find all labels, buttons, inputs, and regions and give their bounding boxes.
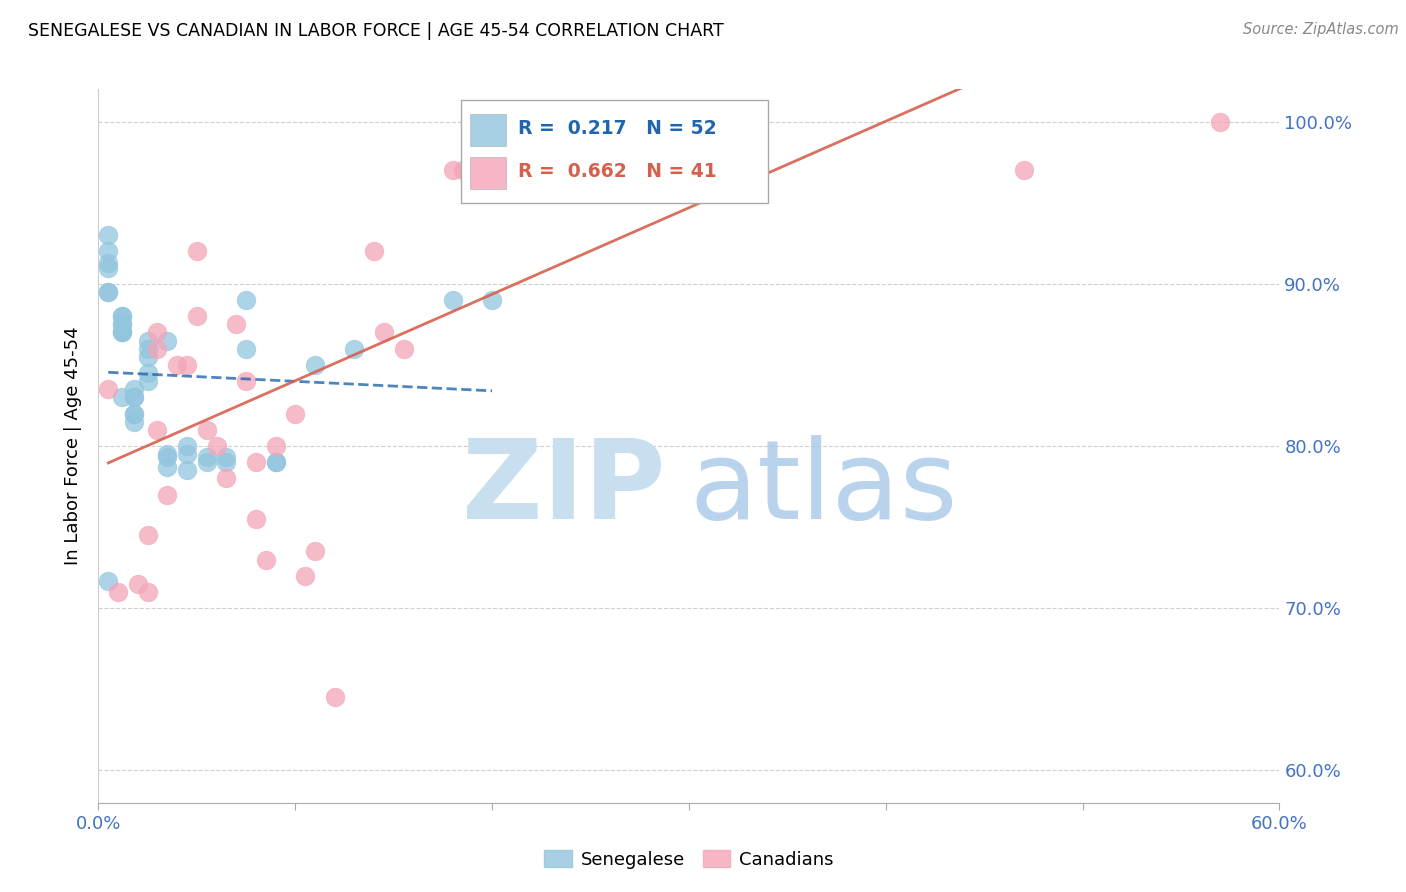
Point: [136, 528, 159, 542]
Point: [471, 163, 494, 178]
Point: [235, 293, 257, 307]
Point: [111, 326, 134, 340]
Point: [122, 407, 145, 421]
Point: [284, 407, 307, 421]
Point: [215, 471, 238, 485]
Text: R =  0.217   N = 52: R = 0.217 N = 52: [517, 119, 716, 138]
Point: [122, 407, 145, 421]
Point: [111, 390, 134, 404]
Point: [97, 244, 120, 259]
Legend: Senegalese, Canadians: Senegalese, Canadians: [537, 843, 841, 876]
Point: [122, 390, 145, 404]
Point: [264, 455, 287, 469]
Point: [471, 163, 494, 178]
Point: [97, 260, 120, 275]
Point: [166, 358, 188, 372]
Point: [294, 568, 316, 582]
Point: [451, 163, 474, 178]
Point: [136, 342, 159, 356]
Point: [225, 318, 247, 332]
FancyBboxPatch shape: [461, 100, 768, 203]
Point: [111, 326, 134, 340]
Point: [176, 358, 198, 372]
Point: [461, 163, 484, 178]
Point: [122, 382, 145, 396]
Point: [245, 455, 267, 469]
Point: [471, 163, 494, 178]
Point: [146, 423, 169, 437]
Point: [122, 390, 145, 404]
Point: [122, 415, 145, 429]
Point: [176, 447, 198, 461]
Point: [235, 342, 257, 356]
Point: [264, 439, 287, 453]
Point: [254, 552, 277, 566]
Point: [176, 439, 198, 453]
Point: [264, 455, 287, 469]
Point: [304, 358, 326, 372]
Y-axis label: In Labor Force | Age 45-54: In Labor Force | Age 45-54: [65, 326, 83, 566]
Point: [373, 326, 395, 340]
Text: R =  0.662   N = 41: R = 0.662 N = 41: [517, 161, 716, 181]
FancyBboxPatch shape: [471, 157, 506, 189]
Point: [97, 256, 120, 270]
Point: [156, 450, 179, 465]
Point: [176, 463, 198, 477]
Point: [245, 512, 267, 526]
Point: [111, 310, 134, 324]
Point: [136, 374, 159, 388]
Point: [343, 342, 366, 356]
Point: [111, 310, 134, 324]
Point: [146, 342, 169, 356]
Point: [156, 460, 179, 475]
Point: [107, 585, 129, 599]
Point: [461, 163, 484, 178]
Point: [392, 342, 415, 356]
Point: [111, 318, 134, 332]
Text: ZIP: ZIP: [463, 435, 665, 542]
Point: [471, 163, 494, 178]
Point: [97, 285, 120, 299]
Point: [461, 163, 484, 178]
Point: [304, 544, 326, 558]
Point: [156, 334, 179, 348]
Point: [156, 488, 179, 502]
Point: [481, 293, 503, 307]
Point: [97, 382, 120, 396]
Point: [186, 310, 208, 324]
Point: [111, 318, 134, 332]
Text: SENEGALESE VS CANADIAN IN LABOR FORCE | AGE 45-54 CORRELATION CHART: SENEGALESE VS CANADIAN IN LABOR FORCE | …: [28, 22, 724, 40]
Point: [441, 293, 464, 307]
Point: [195, 450, 218, 465]
Point: [97, 228, 120, 243]
Point: [235, 374, 257, 388]
Point: [1012, 163, 1035, 178]
Point: [215, 455, 238, 469]
Point: [205, 439, 228, 453]
Point: [1209, 114, 1232, 128]
Point: [136, 334, 159, 348]
Point: [186, 244, 208, 259]
Point: [441, 163, 464, 178]
Point: [156, 447, 179, 461]
Point: [97, 574, 120, 588]
Point: [127, 577, 149, 591]
Point: [323, 690, 346, 705]
Point: [111, 326, 134, 340]
Point: [136, 585, 159, 599]
FancyBboxPatch shape: [471, 114, 506, 146]
Point: [363, 244, 385, 259]
Point: [146, 326, 169, 340]
Point: [215, 450, 238, 465]
Text: Source: ZipAtlas.com: Source: ZipAtlas.com: [1243, 22, 1399, 37]
Point: [136, 366, 159, 380]
Text: atlas: atlas: [689, 435, 957, 542]
Point: [97, 285, 120, 299]
Point: [195, 455, 218, 469]
Point: [195, 423, 218, 437]
Point: [136, 350, 159, 364]
